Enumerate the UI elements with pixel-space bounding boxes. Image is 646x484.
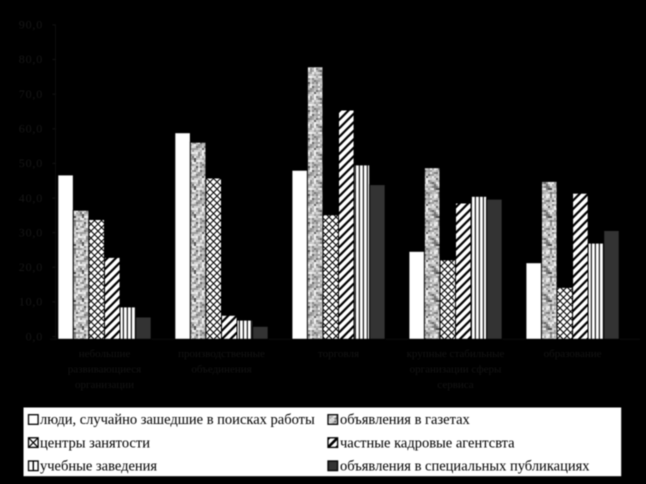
svg-text:развивающиеся: развивающиеся: [68, 364, 141, 376]
svg-text:объединения: объединения: [191, 364, 251, 376]
svg-text:производственные: производственные: [178, 348, 265, 360]
svg-text:организации: организации: [75, 379, 134, 391]
svg-text:учебные заведения: учебные заведения: [40, 459, 157, 475]
svg-text:люди, случайно зашедшие в поис: люди, случайно зашедшие в поисках работы: [40, 412, 315, 428]
svg-text:небольшие: небольшие: [79, 348, 131, 360]
svg-text:объявления в газетах: объявления в газетах: [340, 412, 471, 428]
svg-text:20,0: 20,0: [19, 260, 43, 274]
svg-text:торговля: торговля: [318, 348, 359, 360]
svg-text:сервиса: сервиса: [437, 379, 473, 391]
svg-text:50,0: 50,0: [19, 156, 43, 170]
svg-text:80,0: 80,0: [19, 52, 43, 66]
svg-text:40,0: 40,0: [19, 191, 43, 205]
svg-text:0,0: 0,0: [26, 329, 43, 343]
svg-text:70,0: 70,0: [19, 87, 43, 101]
svg-text:частные кадровые агентсвта: частные кадровые агентсвта: [340, 435, 515, 451]
svg-text:объявления в специальных публи: объявления в специальных публикациях: [340, 459, 590, 475]
svg-text:60,0: 60,0: [19, 122, 43, 136]
svg-text:30,0: 30,0: [19, 225, 43, 239]
svg-text:90,0: 90,0: [19, 18, 43, 32]
svg-text:центры занятости: центры занятости: [40, 435, 150, 451]
svg-text:крупные стабильные: крупные стабильные: [407, 348, 505, 360]
svg-text:образование: образование: [544, 348, 602, 360]
svg-text:10,0: 10,0: [19, 295, 43, 309]
svg-text:организации сферы: организации сферы: [410, 364, 502, 376]
